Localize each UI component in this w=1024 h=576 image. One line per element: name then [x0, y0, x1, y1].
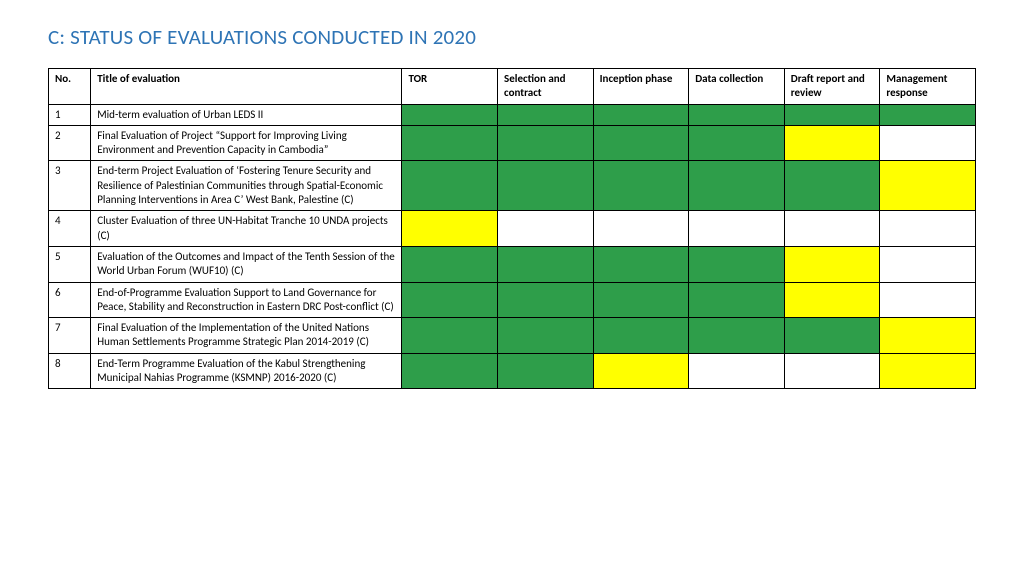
cell-status	[593, 211, 689, 247]
cell-status	[880, 282, 976, 318]
cell-status	[784, 318, 880, 354]
cell-status	[498, 282, 594, 318]
cell-status	[593, 161, 689, 211]
table-row: 5Evaluation of the Outcomes and Impact o…	[49, 246, 976, 282]
cell-no: 6	[49, 282, 91, 318]
cell-status	[593, 282, 689, 318]
col-header-no: No.	[49, 69, 91, 105]
cell-status	[784, 161, 880, 211]
cell-no: 4	[49, 211, 91, 247]
cell-title: Final Evaluation of Project “Support for…	[91, 125, 402, 161]
cell-status	[593, 318, 689, 354]
cell-status	[402, 125, 498, 161]
cell-status	[402, 353, 498, 389]
cell-status	[689, 125, 785, 161]
table-row: 2Final Evaluation of Project “Support fo…	[49, 125, 976, 161]
cell-status	[498, 318, 594, 354]
cell-no: 1	[49, 104, 91, 125]
cell-status	[880, 318, 976, 354]
col-header-draft: Draft report and review	[784, 69, 880, 105]
cell-title: Cluster Evaluation of three UN-Habitat T…	[91, 211, 402, 247]
cell-status	[689, 211, 785, 247]
evaluations-table: No. Title of evaluation TOR Selection an…	[48, 68, 976, 389]
cell-title: End-Term Programme Evaluation of the Kab…	[91, 353, 402, 389]
cell-status	[784, 353, 880, 389]
cell-status	[402, 104, 498, 125]
col-header-data: Data collection	[689, 69, 785, 105]
cell-status	[689, 282, 785, 318]
table-row: 1Mid-term evaluation of Urban LEDS II	[49, 104, 976, 125]
cell-no: 3	[49, 161, 91, 211]
cell-no: 8	[49, 353, 91, 389]
col-header-selection: Selection and contract	[498, 69, 594, 105]
cell-status	[689, 318, 785, 354]
cell-status	[593, 125, 689, 161]
col-header-mgmt: Management response	[880, 69, 976, 105]
cell-status	[593, 246, 689, 282]
cell-status	[593, 104, 689, 125]
cell-no: 5	[49, 246, 91, 282]
page-title: C: STATUS OF EVALUATIONS CONDUCTED IN 20…	[48, 24, 976, 50]
cell-status	[689, 353, 785, 389]
cell-status	[498, 161, 594, 211]
cell-status	[880, 104, 976, 125]
cell-status	[498, 104, 594, 125]
cell-status	[784, 246, 880, 282]
cell-status	[689, 161, 785, 211]
table-row: 6End-of-Programme Evaluation Support to …	[49, 282, 976, 318]
cell-title: End-term Project Evaluation of ‘Fosterin…	[91, 161, 402, 211]
cell-status	[402, 246, 498, 282]
table-row: 8End-Term Programme Evaluation of the Ka…	[49, 353, 976, 389]
table-row: 3End-term Project Evaluation of ‘Fosteri…	[49, 161, 976, 211]
cell-status	[498, 211, 594, 247]
cell-title: Mid-term evaluation of Urban LEDS II	[91, 104, 402, 125]
cell-status	[880, 246, 976, 282]
cell-no: 7	[49, 318, 91, 354]
cell-status	[689, 104, 785, 125]
cell-status	[402, 161, 498, 211]
table-row: 4Cluster Evaluation of three UN-Habitat …	[49, 211, 976, 247]
cell-no: 2	[49, 125, 91, 161]
cell-status	[880, 125, 976, 161]
cell-status	[880, 161, 976, 211]
cell-title: Final Evaluation of the Implementation o…	[91, 318, 402, 354]
col-header-inception: Inception phase	[593, 69, 689, 105]
table-row: 7Final Evaluation of the Implementation …	[49, 318, 976, 354]
cell-status	[784, 282, 880, 318]
cell-status	[498, 353, 594, 389]
cell-status	[784, 104, 880, 125]
cell-status	[402, 211, 498, 247]
cell-status	[593, 353, 689, 389]
cell-title: End-of-Programme Evaluation Support to L…	[91, 282, 402, 318]
cell-status	[402, 318, 498, 354]
cell-title: Evaluation of the Outcomes and Impact of…	[91, 246, 402, 282]
table-header-row: No. Title of evaluation TOR Selection an…	[49, 69, 976, 105]
cell-status	[880, 353, 976, 389]
cell-status	[498, 246, 594, 282]
cell-status	[402, 282, 498, 318]
cell-status	[498, 125, 594, 161]
cell-status	[689, 246, 785, 282]
cell-status	[784, 211, 880, 247]
col-header-title: Title of evaluation	[91, 69, 402, 105]
col-header-tor: TOR	[402, 69, 498, 105]
cell-status	[784, 125, 880, 161]
cell-status	[880, 211, 976, 247]
